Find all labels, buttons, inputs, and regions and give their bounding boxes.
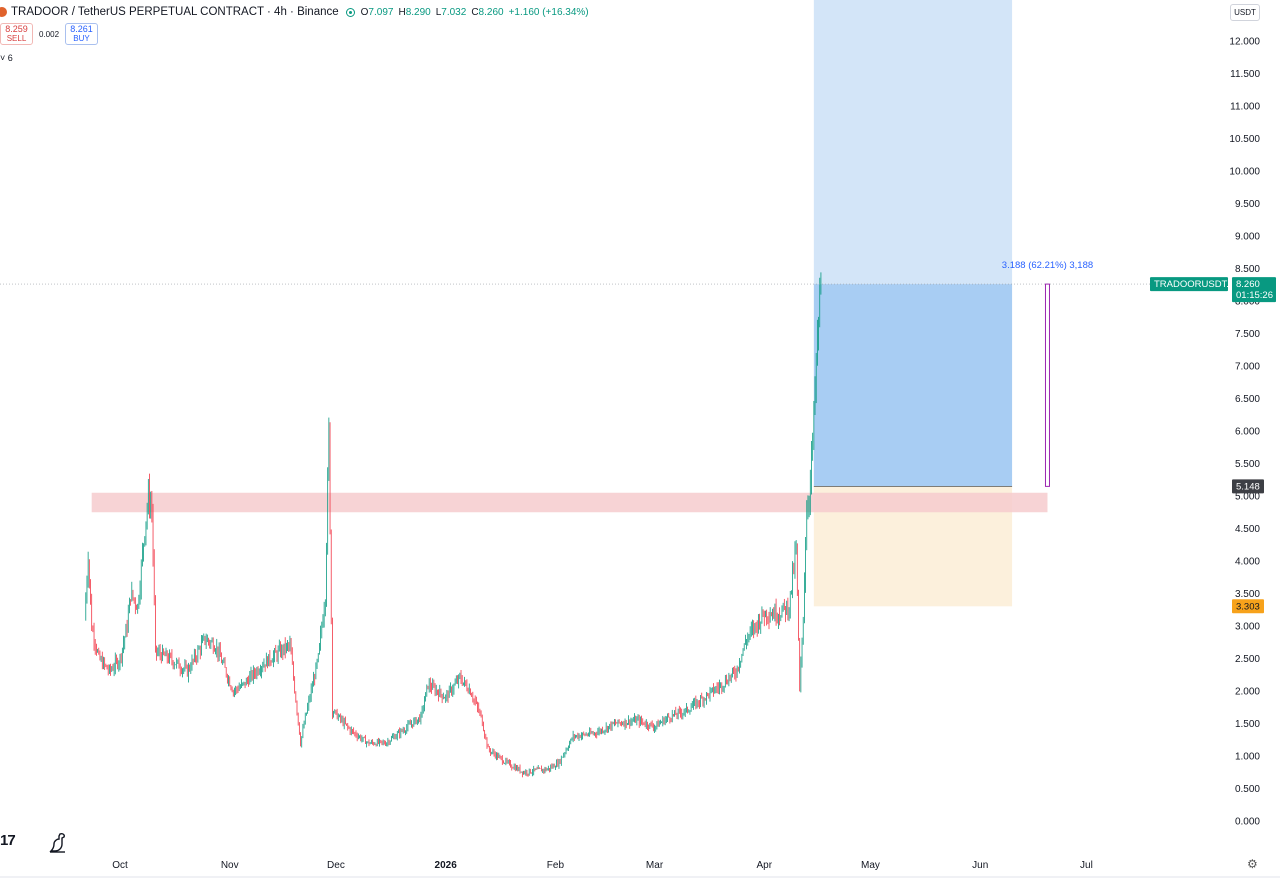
- price-tick-label: 9.000: [1235, 232, 1260, 243]
- svg-text:3.303: 3.303: [1236, 601, 1260, 612]
- price-tick-label: 7.500: [1235, 329, 1260, 340]
- price-tick-label: 12.000: [1229, 37, 1260, 48]
- ohlc-values: O7.097 H8.290 L7.032 C8.260 +1.160 (+16.…: [360, 6, 589, 18]
- time-tick-label: Feb: [547, 860, 565, 871]
- price-tick-label: 10.000: [1229, 167, 1260, 178]
- indicators-toggle[interactable]: ˅ 6: [0, 53, 13, 63]
- measure-label: 3.188 (62.21%) 3,188: [1002, 260, 1093, 271]
- price-tick-label: 1.000: [1235, 752, 1260, 763]
- price-tick-label: 11.500: [1230, 69, 1260, 80]
- price-tick-label: 6.500: [1235, 394, 1260, 405]
- price-tick-label: 8.500: [1235, 264, 1260, 275]
- price-tick-label: 2.000: [1235, 687, 1260, 698]
- time-tick-label: Apr: [756, 860, 772, 871]
- svg-text:5.148: 5.148: [1236, 481, 1260, 492]
- price-tick-label: 9.500: [1235, 199, 1260, 210]
- spread-value: 0.002: [39, 29, 60, 39]
- price-tick-label: 5.500: [1235, 459, 1260, 470]
- currency-button[interactable]: USDT: [1230, 4, 1260, 21]
- price-change: +1.160 (+16.34%): [508, 6, 589, 18]
- price-tick-label: 0.500: [1235, 784, 1260, 795]
- price-tick-label: 7.000: [1235, 362, 1260, 373]
- price-tick-label: 3.500: [1235, 589, 1260, 600]
- time-tick-label: Jul: [1080, 860, 1093, 871]
- dino-icon[interactable]: [48, 832, 68, 854]
- price-tick-label: 10.500: [1229, 134, 1260, 145]
- candles: [85, 272, 822, 778]
- measure-bar[interactable]: [1044, 283, 1050, 487]
- buy-button[interactable]: 8.261 BUY: [65, 23, 99, 45]
- price-tick-label: 11.000: [1230, 102, 1260, 113]
- price-tick-label: 4.500: [1235, 524, 1260, 535]
- symbol-legend[interactable]: TRADOOR / TetherUS PERPETUAL CONTRACT · …: [0, 4, 589, 20]
- time-tick-label: 2026: [435, 860, 458, 871]
- trade-buttons: 8.259 SELL 0.002 8.261 BUY: [0, 23, 99, 45]
- resistance-zone[interactable]: [91, 492, 1048, 513]
- price-tick-label: 3.000: [1235, 622, 1260, 633]
- sell-button[interactable]: 8.259 SELL: [0, 23, 33, 45]
- price-tick-label: 0.000: [1235, 817, 1260, 828]
- settings-gear-icon[interactable]: ⚙: [1247, 857, 1258, 871]
- time-tick-label: Jun: [972, 860, 988, 871]
- time-tick-label: Mar: [646, 860, 664, 871]
- price-tick-label: 4.000: [1235, 557, 1260, 568]
- svg-text:8.260: 8.260: [1236, 279, 1260, 290]
- profit-zone[interactable]: [813, 284, 1013, 487]
- time-tick-label: Dec: [327, 860, 345, 871]
- time-tick-label: May: [861, 860, 880, 871]
- price-tick-label: 6.000: [1235, 427, 1260, 438]
- price-tick-label: 5.000: [1235, 492, 1260, 503]
- tradingview-logo[interactable]: 17: [0, 832, 16, 849]
- time-axis: Oct Nov Dec 2026 Feb Mar Apr May Jun Jul: [0, 860, 1280, 878]
- time-tick-label: Oct: [112, 860, 128, 871]
- target-zone[interactable]: [813, 0, 1013, 285]
- symbol-title[interactable]: TRADOOR / TetherUS PERPETUAL CONTRACT · …: [11, 6, 339, 18]
- price-tick-label: 2.500: [1235, 654, 1260, 665]
- market-status-icon: [345, 7, 355, 17]
- svg-text:01:15:26: 01:15:26: [1236, 290, 1273, 301]
- svg-text:TRADOORUSDT.P: TRADOORUSDT.P: [1154, 279, 1235, 290]
- price-tick-label: 1.500: [1235, 719, 1260, 730]
- entry-price-tag: 5.148: [1232, 479, 1264, 494]
- stop-price-tag: 3.303: [1232, 599, 1264, 614]
- price-axis: 12.000 11.500 11.000 10.500 10.000 9.500 9.000…: [1229, 37, 1260, 828]
- time-tick-label: Nov: [221, 860, 239, 871]
- symbol-price-label: TRADOORUSDT.P: [1150, 277, 1235, 292]
- symbol-logo-icon: [0, 7, 7, 17]
